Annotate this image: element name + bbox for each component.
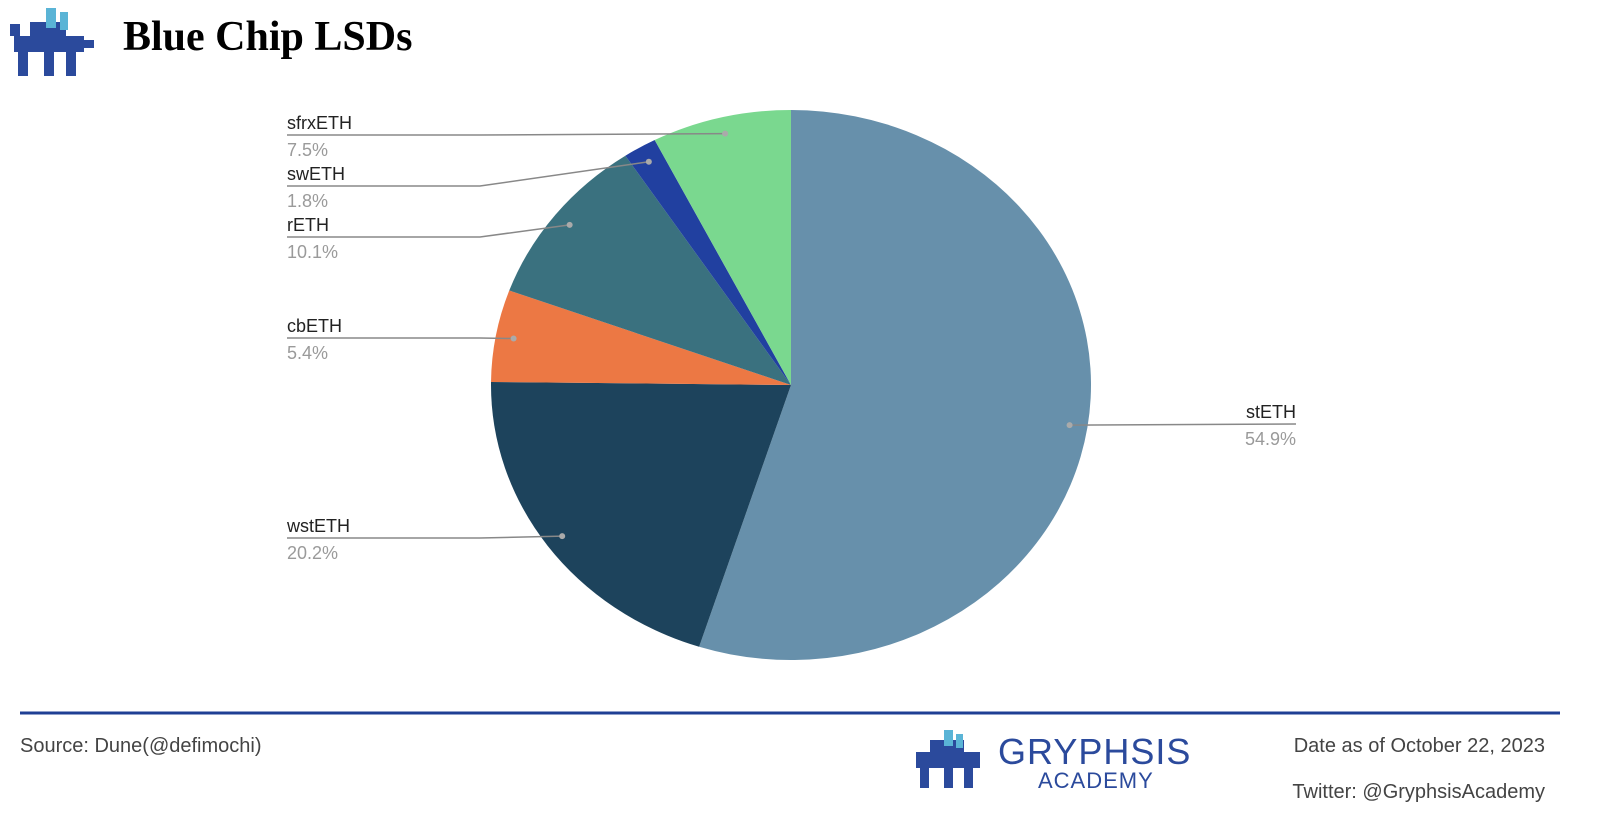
value-label: 54.9% bbox=[1245, 429, 1296, 449]
date: Date as of October 22, 2023 bbox=[1294, 735, 1545, 757]
leader-line bbox=[287, 224, 570, 238]
leader-dot bbox=[722, 130, 729, 137]
slice-label: cbETH bbox=[287, 316, 342, 336]
leader-dot bbox=[1066, 422, 1073, 429]
value-label: 10.1% bbox=[287, 242, 338, 262]
source: Source: Dune(@defimochi) bbox=[20, 735, 262, 757]
pie-slice bbox=[625, 140, 791, 385]
leader-line bbox=[287, 161, 649, 187]
footer-logo bbox=[916, 730, 980, 788]
brand: GRYPHSIS bbox=[998, 731, 1191, 772]
brand-sub: ACADEMY bbox=[1038, 768, 1154, 793]
pie-slice bbox=[509, 155, 791, 385]
value-label: 20.2% bbox=[287, 543, 338, 563]
leader-line bbox=[1069, 423, 1297, 426]
slice-label: stETH bbox=[1246, 402, 1296, 422]
leader-line bbox=[287, 337, 514, 340]
slice-label: sfrxETH bbox=[287, 113, 352, 133]
leader-dot bbox=[510, 335, 517, 342]
chart-title: Blue Chip LSDs bbox=[123, 14, 412, 60]
slice-label: swETH bbox=[287, 164, 345, 184]
logo bbox=[10, 8, 94, 76]
pie-slice bbox=[491, 381, 791, 647]
pie-slice bbox=[699, 110, 1092, 660]
twitter: Twitter: @GryphsisAcademy bbox=[1292, 781, 1545, 803]
leader-line bbox=[287, 132, 726, 136]
value-label: 7.5% bbox=[287, 140, 328, 160]
pie-slice bbox=[654, 110, 791, 385]
leader-line bbox=[287, 535, 563, 539]
value-label: 5.4% bbox=[287, 343, 328, 363]
leader-dot bbox=[559, 533, 566, 540]
slice-label: rETH bbox=[287, 215, 329, 235]
pie-slice bbox=[491, 290, 791, 385]
leader-dot bbox=[566, 221, 573, 228]
value-label: 1.8% bbox=[287, 191, 328, 211]
slice-label: wstETH bbox=[286, 516, 350, 536]
leader-dot bbox=[645, 158, 652, 165]
